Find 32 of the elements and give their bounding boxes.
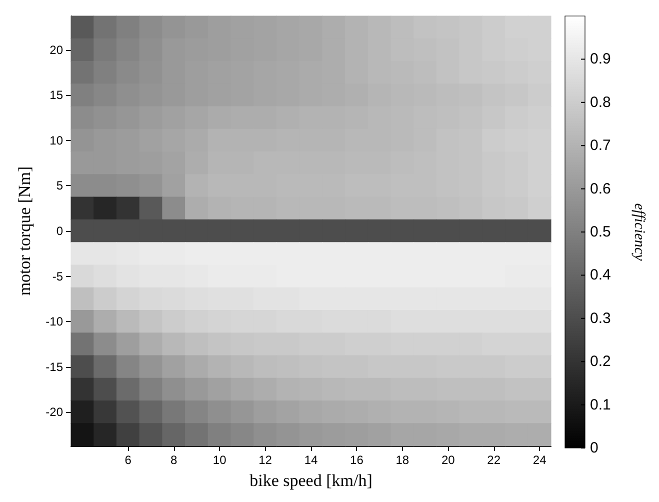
color-bar-label: 0.8 <box>590 94 611 111</box>
color-bar-label: 0 <box>590 440 598 456</box>
y-tick-label: -15 <box>46 360 64 374</box>
y-tick-label: 10 <box>50 133 64 148</box>
y-tick-label: 15 <box>50 88 64 102</box>
x-tick-label: 16 <box>350 453 364 467</box>
color-bar-label: 0.3 <box>590 310 611 327</box>
color-bar-label: 0.5 <box>590 224 611 240</box>
x-tick-label: 8 <box>170 453 178 467</box>
y-tick-label: -20 <box>46 405 64 420</box>
x-tick-label: 6 <box>124 453 132 467</box>
y-tick-label: 5 <box>56 178 64 193</box>
y-tick-label: 20 <box>50 42 64 57</box>
color-bar-title: efficiency <box>631 203 647 262</box>
color-bar-label: 0.9 <box>590 50 611 68</box>
x-tick-label: 18 <box>396 453 410 467</box>
color-bar-label: 0.2 <box>590 353 611 370</box>
x-tick-label: 24 <box>532 453 547 467</box>
x-tick-label: 22 <box>487 453 501 467</box>
x-axis-title: bike speed [km/h] <box>250 471 372 490</box>
x-tick-label: 10 <box>212 453 227 467</box>
x-tick-label: 14 <box>304 453 318 467</box>
x-tick-label: 12 <box>258 453 272 467</box>
y-tick-label: 0 <box>56 224 64 238</box>
color-bar-label: 0.6 <box>590 180 611 198</box>
y-axis-title: motor torque [Nm] <box>15 166 34 296</box>
color-bar-label: 0.4 <box>590 266 611 284</box>
y-tick-label: -5 <box>52 269 64 284</box>
y-tick-label: -10 <box>46 314 64 329</box>
x-tick-label: 20 <box>441 453 456 467</box>
color-bar-label: 0.1 <box>590 396 611 414</box>
color-bar-label: 0.7 <box>590 137 611 154</box>
